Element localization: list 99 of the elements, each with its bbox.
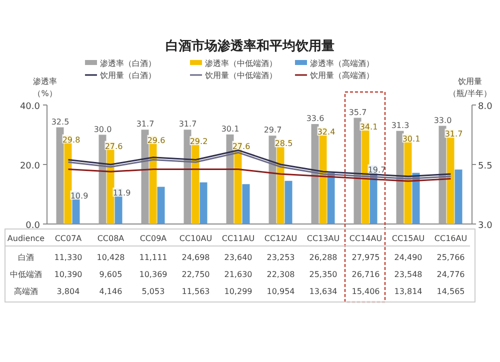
bar <box>354 118 362 224</box>
text: 11,111 <box>139 253 168 262</box>
text: 25,350 <box>309 270 338 279</box>
text: 4,146 <box>99 287 122 296</box>
y2-tick-label: 8.0 <box>478 102 493 112</box>
text: 白酒 <box>18 253 34 262</box>
data-label: 33.6 <box>306 114 324 124</box>
data-label: 32.5 <box>51 117 70 126</box>
bar <box>284 180 292 224</box>
data-label: 30.1 <box>402 134 420 144</box>
text: 10,954 <box>266 287 295 296</box>
text: 9,605 <box>99 270 122 279</box>
text: 23,548 <box>394 270 422 279</box>
y2-tick-label: 5.5 <box>478 162 492 172</box>
y-tick-label: 40.0 <box>20 102 40 112</box>
text: 10,299 <box>224 287 252 296</box>
data-label: 35.7 <box>348 108 367 117</box>
text: 11,330 <box>54 253 82 262</box>
text: 13,814 <box>394 287 422 296</box>
data-label: 27.6 <box>232 142 250 151</box>
chart-title: 白酒市场渗透率和平均饮用量 <box>166 38 334 54</box>
y2-axis-title: 饮用量（瓶/半年） <box>448 77 492 98</box>
text: 3,804 <box>56 287 80 296</box>
text: 26,716 <box>352 270 380 279</box>
text: 13,634 <box>309 287 338 296</box>
text: 15,406 <box>352 287 380 296</box>
text: 5,053 <box>142 287 165 296</box>
x-tick-label: CC10AU <box>179 234 212 243</box>
bar <box>327 172 335 224</box>
text: 14,565 <box>436 287 465 296</box>
bar <box>412 172 420 224</box>
text: 10,369 <box>139 270 168 279</box>
text: 中低端酒 <box>10 270 42 279</box>
data-label: 31.3 <box>391 120 410 130</box>
y-tick-label: 0.0 <box>26 221 40 231</box>
bar <box>200 182 208 224</box>
data-label: 31.7 <box>444 130 463 139</box>
x-tick-label: CC11AU <box>222 234 255 243</box>
data-label: 31.7 <box>178 120 197 129</box>
text: 24,698 <box>182 253 210 262</box>
data-label: 29.2 <box>190 137 208 146</box>
data-label: 29.7 <box>264 126 282 135</box>
y-axis-title: 渗透率（%） <box>33 77 57 98</box>
legend-label: 渗透率（高端酒） <box>310 59 374 68</box>
bar <box>141 130 149 224</box>
text: 21,630 <box>224 270 252 279</box>
bar <box>242 184 250 224</box>
text: 高端酒 <box>14 287 38 296</box>
x-tick-label: CC09A <box>140 234 168 243</box>
text: 22,308 <box>266 270 295 279</box>
data-label: 32.4 <box>317 128 336 137</box>
text: Audience <box>7 234 45 243</box>
bar <box>98 134 106 224</box>
bar <box>184 130 192 224</box>
data-label: 30.0 <box>94 124 112 134</box>
text: 22,750 <box>182 270 210 279</box>
data-label: 28.5 <box>274 139 293 148</box>
bar <box>438 126 446 224</box>
text: 11,563 <box>182 287 210 296</box>
text: 26,288 <box>309 253 338 262</box>
text: 23,640 <box>224 253 252 262</box>
text: 10,390 <box>54 270 82 279</box>
x-tick-label: CC07A <box>54 234 82 243</box>
data-label: 29.8 <box>62 135 80 144</box>
text: 24,490 <box>394 253 422 262</box>
x-tick-label: CC16AU <box>434 234 468 243</box>
legend-label: 饮用量（中低端酒） <box>204 71 277 80</box>
x-tick-label: CC13AU <box>306 234 340 243</box>
text: 27,975 <box>352 253 380 262</box>
text: 25,766 <box>436 253 465 262</box>
data-label: 10.9 <box>70 192 88 201</box>
data-label: 19.7 <box>368 165 386 174</box>
data-label: 31.7 <box>136 120 154 129</box>
bar <box>454 170 462 224</box>
bar <box>157 186 165 224</box>
bar <box>311 124 319 224</box>
text: 10,428 <box>96 253 125 262</box>
bar <box>268 136 276 224</box>
data-label: 34.1 <box>360 122 378 132</box>
x-tick-label: CC14AU <box>349 234 382 243</box>
data-label: 33.0 <box>434 116 452 125</box>
legend-label: 饮用量（白酒） <box>99 71 156 80</box>
bar <box>226 134 234 224</box>
x-tick-label: CC12AU <box>264 234 298 243</box>
y2-tick-label: 3.0 <box>478 221 493 231</box>
data-label: 27.6 <box>104 142 123 151</box>
bar <box>56 127 64 224</box>
data-label: 11.9 <box>112 188 131 198</box>
text: 23,253 <box>266 253 295 262</box>
data-label: 29.6 <box>147 136 166 145</box>
data-label: 30.1 <box>221 124 240 134</box>
x-tick-label: CC08A <box>97 234 125 243</box>
legend-label: 渗透率（中低端酒） <box>205 59 277 68</box>
legend-label: 渗透率（白酒） <box>100 59 156 68</box>
y-tick-label: 20.0 <box>20 162 40 172</box>
legend-label: 饮用量（高端酒） <box>309 71 374 80</box>
bar <box>396 130 404 224</box>
text: 24,776 <box>436 270 465 279</box>
x-tick-label: CC15AU <box>392 234 425 243</box>
